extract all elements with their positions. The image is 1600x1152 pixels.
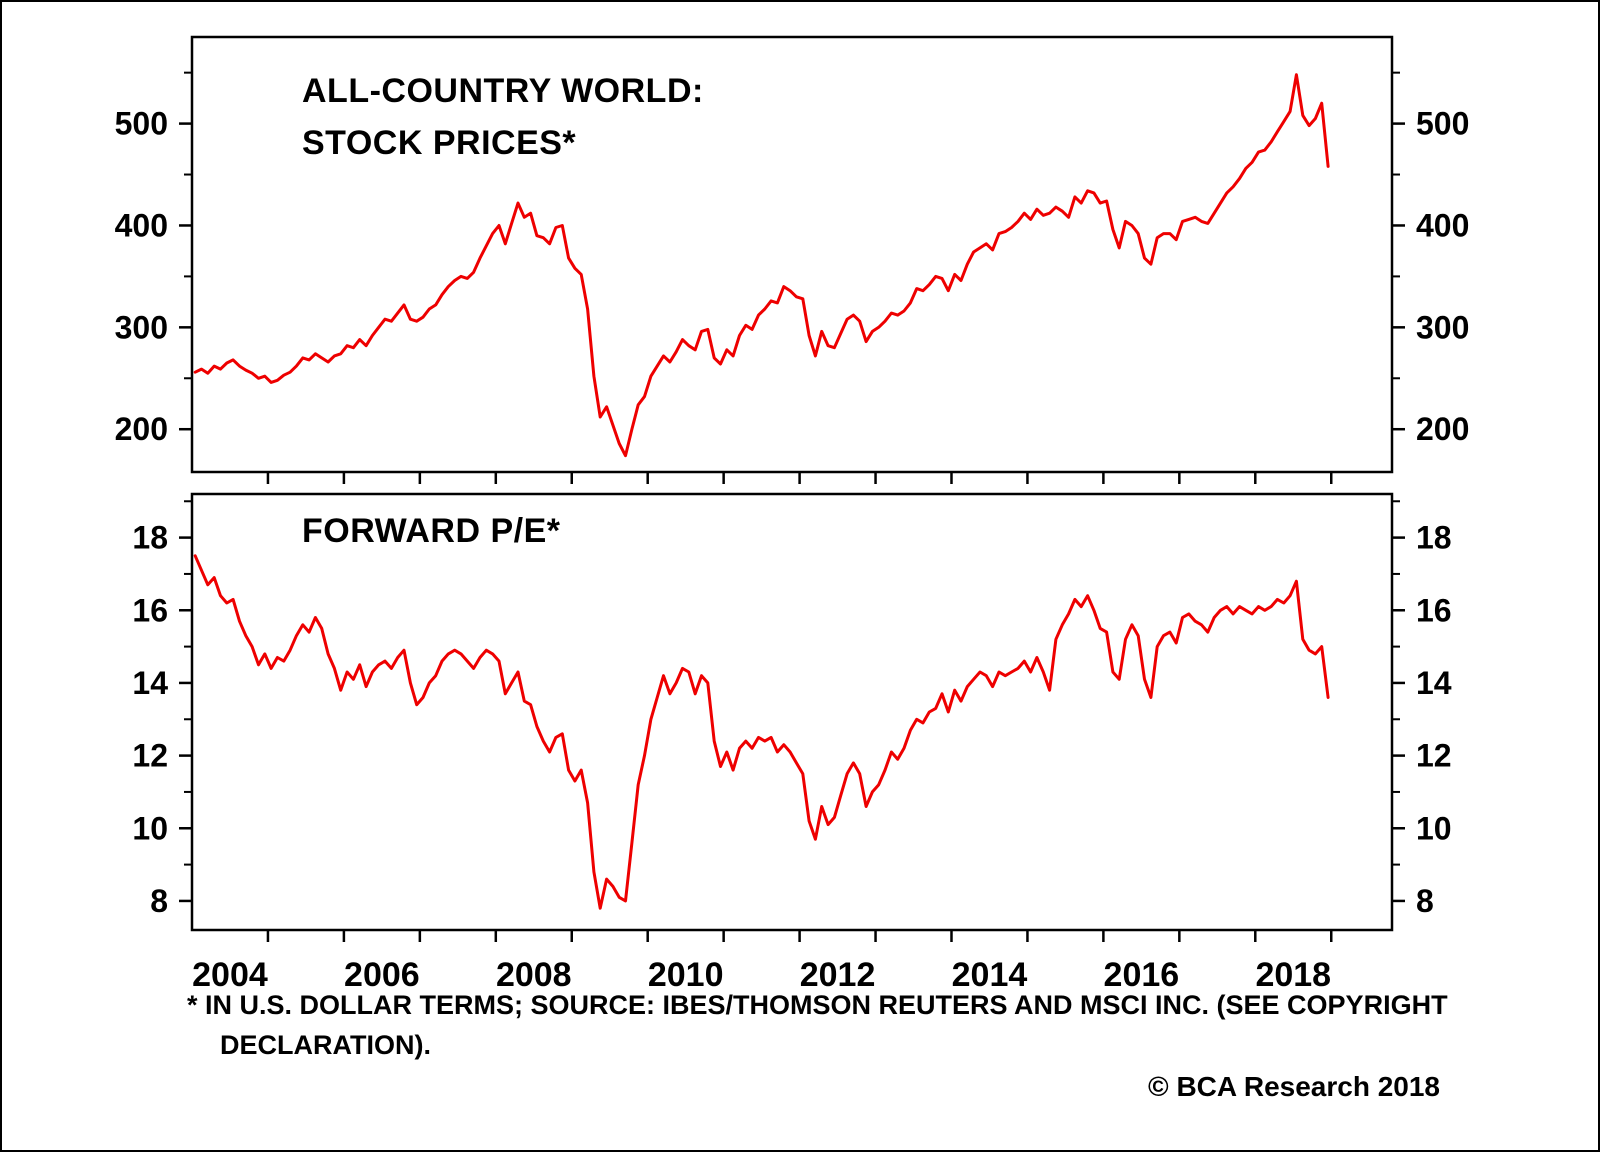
footnote-line1: * IN U.S. DOLLAR TERMS; SOURCE: IBES/THO… (187, 990, 1448, 1020)
forward-pe-chart-panel: 8 8 10 10 12 12 14 14 16 16 18 18 2004 2006 2008 2010 20… (132, 492, 1452, 994)
panel-frame (190, 35, 1394, 474)
panel-frame (190, 492, 1394, 932)
x-axis-tick-label: 2018 (1255, 956, 1331, 994)
top-chart-title-line2: STOCK PRICES* (302, 124, 576, 162)
y-axis-tick-label-left: 10 (132, 810, 168, 846)
y-axis-tick-label-left: 400 (115, 207, 168, 243)
y-axis-tick-label-right: 400 (1416, 207, 1469, 243)
x-axis-tick-label: 2006 (344, 956, 420, 994)
y-axis-tick-label-right: 18 (1416, 520, 1452, 556)
copyright-notice: © BCA Research 2018 (1148, 1071, 1440, 1102)
y-axis-tick-label-left: 300 (115, 309, 168, 345)
y-axis-tick-label-right: 10 (1416, 810, 1452, 846)
x-axis-tick-label: 2004 (192, 956, 268, 994)
bottom-chart-title: FORWARD P/E* (302, 512, 561, 550)
stock-price-chart-panel: 200 200 300 300 400 400 500 500 (115, 35, 1469, 484)
y-axis-tick-label-left: 18 (132, 520, 168, 556)
footnote-line2: DECLARATION). (220, 1030, 431, 1060)
x-axis-tick-label: 2010 (648, 956, 724, 994)
y-axis-tick-label-left: 200 (115, 411, 168, 447)
x-axis-tick-label: 2016 (1104, 956, 1180, 994)
y-axis-tick-label-left: 12 (132, 738, 168, 774)
y-axis-tick-label-right: 14 (1416, 665, 1452, 701)
y-axis-tick-label-right: 500 (1416, 106, 1469, 142)
y-axis-tick-label-left: 16 (132, 592, 168, 628)
forward-pe-series-line (193, 554, 1330, 910)
y-axis-tick-label-left: 500 (115, 106, 168, 142)
x-axis-tick-label: 2014 (952, 956, 1028, 994)
y-axis-tick-label-right: 16 (1416, 592, 1452, 628)
y-axis-tick-label-left: 14 (132, 665, 168, 701)
y-axis-tick-label-right: 300 (1416, 309, 1469, 345)
y-axis-tick-label-left: 8 (150, 883, 168, 919)
y-axis-tick-label-right: 8 (1416, 883, 1434, 919)
stock-price-series-line (193, 73, 1330, 458)
y-axis-tick-label-right: 200 (1416, 411, 1469, 447)
x-axis-tick-label: 2008 (496, 956, 572, 994)
y-axis-tick-label-right: 12 (1416, 738, 1452, 774)
top-chart-title-line1: ALL-COUNTRY WORLD: (302, 72, 704, 110)
x-axis-tick-label: 2012 (800, 956, 876, 994)
